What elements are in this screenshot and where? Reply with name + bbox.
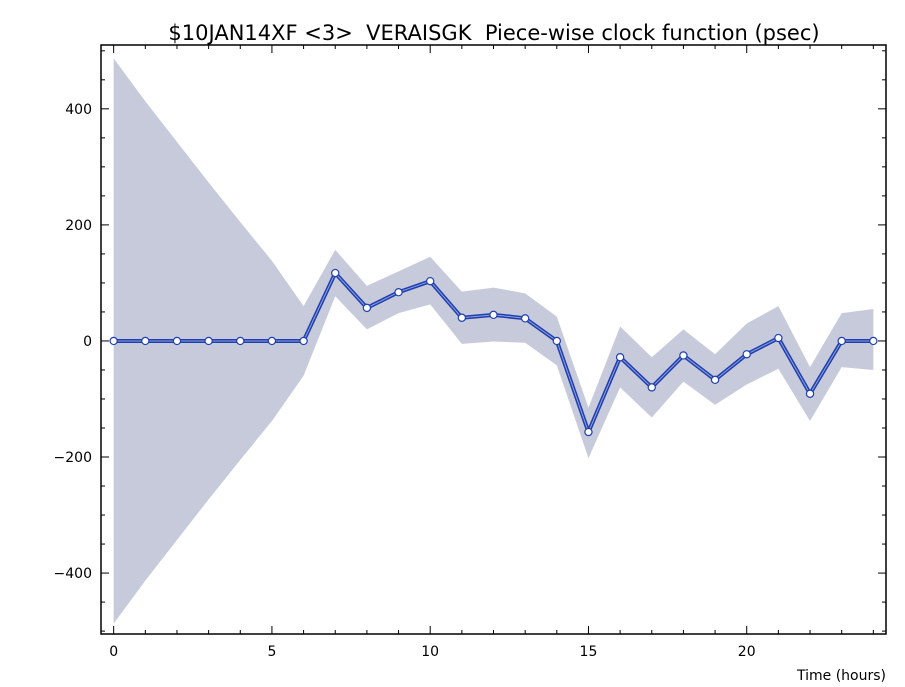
y-tick-label: −200 — [54, 450, 92, 466]
chart-title: $10JAN14XF <3> VERAISGK Piece-wise clock… — [168, 21, 819, 45]
data-point — [520, 314, 530, 323]
data-point — [742, 350, 751, 359]
data-point — [425, 276, 435, 286]
x-tick-label: 5 — [267, 644, 276, 660]
data-point-layer — [109, 268, 878, 437]
x-tick-label: 10 — [421, 644, 439, 660]
y-tick-label: −400 — [54, 566, 92, 582]
uncertainty-band — [113, 58, 874, 624]
data-point — [109, 336, 118, 346]
data-point — [584, 427, 593, 437]
data-point — [172, 336, 182, 346]
y-tick-label: 200 — [65, 218, 92, 234]
data-point — [236, 336, 245, 346]
data-point — [362, 303, 372, 313]
x-tick-label: 20 — [738, 644, 756, 660]
data-point — [774, 333, 783, 343]
x-tick-label: 15 — [580, 644, 598, 660]
x-axis-label: Time (hours) — [796, 668, 886, 684]
data-point — [552, 336, 562, 346]
data-point — [679, 351, 688, 360]
data-point — [204, 336, 213, 346]
data-point — [710, 375, 720, 385]
axis-ticks — [101, 45, 886, 634]
y-tick-labels: 400 200 0 −200 −400 — [54, 102, 92, 582]
data-point — [394, 288, 403, 297]
data-point — [869, 336, 878, 346]
data-point — [837, 336, 846, 346]
x-tick-label: 0 — [109, 644, 118, 660]
data-point — [299, 336, 308, 346]
data-point — [331, 268, 340, 278]
uncertainty-band-layer — [113, 58, 874, 624]
data-point — [647, 383, 656, 392]
data-point — [267, 336, 277, 346]
data-point — [615, 352, 625, 362]
data-point — [141, 336, 150, 346]
y-tick-label: 400 — [65, 102, 92, 118]
data-point — [457, 313, 467, 322]
data-point — [805, 389, 815, 398]
data-point — [489, 310, 498, 320]
y-tick-label: 0 — [83, 334, 92, 350]
x-tick-labels: 0 5 10 15 20 — [109, 644, 755, 660]
